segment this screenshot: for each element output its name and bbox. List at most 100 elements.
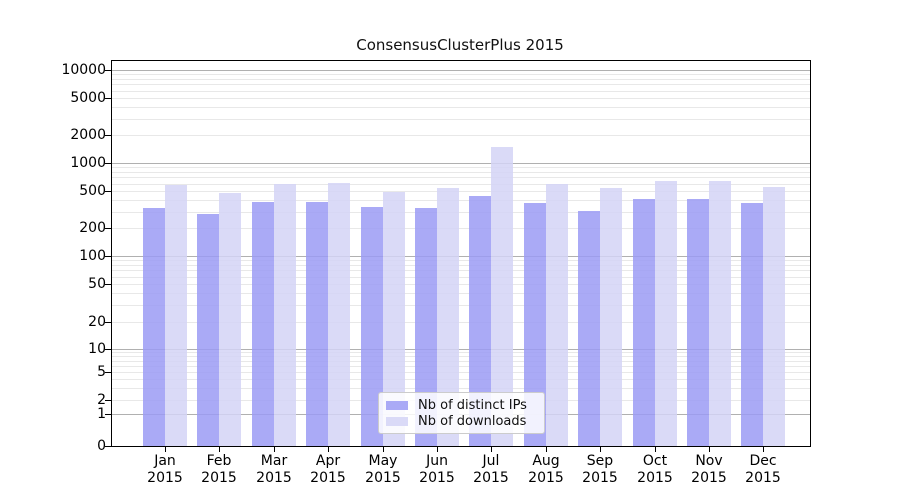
grid-layer: [112, 61, 810, 446]
y-tick-label: 100: [79, 248, 106, 264]
minor-gridline: [112, 277, 810, 278]
minor-gridline: [112, 135, 810, 136]
bar-distinct-ips-dec: [741, 203, 763, 446]
x-tick-label: Oct 2015: [620, 453, 690, 487]
minor-gridline: [112, 322, 810, 323]
x-tick-mark: [165, 447, 166, 452]
y-tick-mark: [105, 446, 111, 447]
minor-gridline: [112, 305, 810, 306]
x-tick-label: Mar 2015: [239, 453, 309, 487]
y-tick-label: 1000: [70, 155, 106, 171]
y-tick-label: 200: [79, 220, 106, 236]
minor-gridline: [112, 228, 810, 229]
x-tick-label: Jun 2015: [402, 453, 472, 487]
bar-downloads-oct: [655, 181, 677, 446]
minor-gridline: [112, 177, 810, 178]
minor-gridline: [112, 84, 810, 85]
y-tick-mark: [105, 349, 111, 350]
minor-gridline: [112, 352, 810, 353]
x-tick-year: 2015: [528, 470, 564, 486]
x-tick-mark: [546, 447, 547, 452]
major-gridline: [112, 163, 810, 164]
y-tick-label: 10: [88, 341, 106, 357]
x-tick-year: 2015: [256, 470, 292, 486]
y-tick-mark: [105, 414, 111, 415]
x-tick-mark: [600, 447, 601, 452]
minor-gridline: [112, 200, 810, 201]
bar-distinct-ips-feb: [197, 214, 219, 446]
y-tick-label: 2: [97, 392, 106, 408]
x-tick-mark: [274, 447, 275, 452]
y-tick-mark: [105, 98, 111, 99]
minor-gridline: [112, 366, 810, 367]
legend-item-downloads: Nb of downloads: [386, 413, 536, 429]
x-tick-mark: [437, 447, 438, 452]
y-tick-label: 1: [97, 406, 106, 422]
minor-gridline: [112, 119, 810, 120]
legend-label-downloads: Nb of downloads: [418, 413, 527, 429]
minor-gridline: [112, 184, 810, 185]
minor-gridline: [112, 74, 810, 75]
y-tick-label: 5: [97, 364, 106, 380]
minor-gridline: [112, 356, 810, 357]
bar-downloads-mar: [274, 184, 296, 446]
y-tick-mark: [105, 191, 111, 192]
y-tick-label: 5000: [70, 90, 106, 106]
bar-downloads-dec: [763, 187, 785, 446]
x-tick-year: 2015: [419, 470, 455, 486]
x-tick-label: Nov 2015: [674, 453, 744, 487]
bar-downloads-jul: [491, 147, 513, 446]
y-tick-mark: [105, 322, 111, 323]
x-tick-mark: [709, 447, 710, 452]
y-tick-mark: [105, 135, 111, 136]
x-tick-label: Jul 2015: [456, 453, 526, 487]
legend-swatch-distinct-ips: [386, 400, 408, 410]
chart-title: ConsensusClusterPlus 2015: [356, 36, 564, 54]
major-gridline: [112, 70, 810, 71]
x-tick-year: 2015: [147, 470, 183, 486]
minor-gridline: [112, 361, 810, 362]
x-tick-year: 2015: [365, 470, 401, 486]
y-tick-mark: [105, 284, 111, 285]
x-tick-label: Sep 2015: [565, 453, 635, 487]
bar-distinct-ips-jul: [469, 196, 491, 446]
plot-area: [111, 60, 811, 447]
bar-downloads-apr: [328, 183, 350, 446]
bar-downloads-jun: [437, 188, 459, 446]
bar-downloads-nov: [709, 181, 731, 446]
x-tick-year: 2015: [637, 470, 673, 486]
minor-gridline: [112, 91, 810, 92]
x-tick-mark: [219, 447, 220, 452]
x-tick-mark: [763, 447, 764, 452]
major-gridline: [112, 256, 810, 257]
x-tick-label: Jan 2015: [130, 453, 200, 487]
x-tick-mark: [655, 447, 656, 452]
bar-distinct-ips-aug: [524, 203, 546, 446]
x-tick-year: 2015: [582, 470, 618, 486]
y-tick-label: 10000: [61, 62, 106, 78]
bar-distinct-ips-sep: [578, 211, 600, 446]
y-tick-mark: [105, 256, 111, 257]
major-gridline: [112, 349, 810, 350]
minor-gridline: [112, 270, 810, 271]
y-tick-mark: [105, 228, 111, 229]
minor-gridline: [112, 191, 810, 192]
bar-distinct-ips-may: [361, 207, 383, 446]
y-tick-label: 2000: [70, 127, 106, 143]
x-tick-label: Feb 2015: [184, 453, 254, 487]
minor-gridline: [112, 79, 810, 80]
minor-gridline: [112, 293, 810, 294]
y-tick-label: 20: [88, 314, 106, 330]
minor-gridline: [112, 265, 810, 266]
y-tick-label: 500: [79, 183, 106, 199]
bar-downloads-sep: [600, 188, 622, 446]
y-tick-mark: [105, 400, 111, 401]
bar-distinct-ips-oct: [633, 199, 655, 446]
x-tick-year: 2015: [691, 470, 727, 486]
minor-gridline: [112, 388, 810, 389]
x-tick-label: Apr 2015: [293, 453, 363, 487]
bar-distinct-ips-jun: [415, 208, 437, 446]
minor-gridline: [112, 167, 810, 168]
minor-gridline: [112, 107, 810, 108]
minor-gridline: [112, 379, 810, 380]
